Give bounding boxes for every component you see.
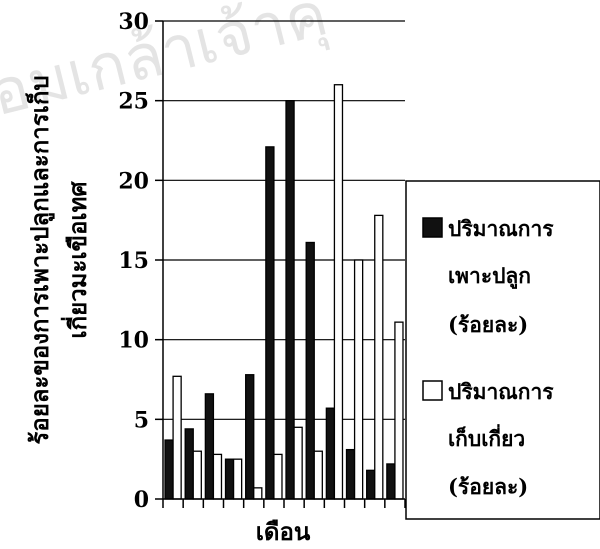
bar-series-1-month-4 <box>224 458 235 500</box>
bar-series-1-month-1 <box>164 439 174 500</box>
y-tick-label-25: 25 <box>118 89 149 115</box>
bar-series-2-month-8 <box>313 450 323 500</box>
bar-series-2-month-10 <box>353 259 364 500</box>
y-tick-label-15: 15 <box>118 248 149 274</box>
bar-series-2-month-6 <box>273 453 283 500</box>
bar-series-1-month-9 <box>325 407 336 500</box>
bar-series-2-month-11 <box>374 214 384 500</box>
bar-series-1-month-2 <box>184 428 194 500</box>
legend-swatch-planting <box>422 217 443 238</box>
bar-series-2-month-4 <box>232 458 243 500</box>
y-tick-label-20: 20 <box>118 168 149 194</box>
legend-harvest-line-1: ปริมาณการ <box>448 379 554 404</box>
bar-series-1-month-3 <box>204 393 215 500</box>
grid-lines <box>163 20 405 420</box>
bar-series-2-month-3 <box>212 453 223 500</box>
y-axis-label-line-2: เกี่ยวมะเขือเทศ <box>60 181 92 339</box>
bar-series-1-month-5 <box>245 374 255 500</box>
y-axis-label-line-1: ร้อยละของการเพาะปลูกและการเก็บ <box>25 75 55 444</box>
y-tick-label-0: 0 <box>134 487 149 513</box>
bar-series-2-month-2 <box>192 450 202 500</box>
bar-series-2-month-1 <box>172 375 182 500</box>
legend-swatch-harvest <box>422 380 443 401</box>
axes <box>155 20 406 508</box>
legend-harvest-line-2: เก็บเกี่ยว <box>448 423 525 451</box>
bar-series-2-month-12 <box>394 321 404 500</box>
y-tick-label-10: 10 <box>118 328 149 354</box>
bar-series-1-month-6 <box>265 146 275 500</box>
bar-series-1-month-11 <box>366 469 376 500</box>
bar-series-1-month-10 <box>345 448 356 500</box>
bar-series-2-month-7 <box>293 426 303 500</box>
legend-harvest-line-3: (ร้อยละ) <box>448 474 528 499</box>
bar-series-2-month-5 <box>253 487 263 500</box>
bar-series-2-month-9 <box>333 84 344 500</box>
legend-planting-line-2: เพาะปลูก <box>448 263 531 290</box>
y-tick-label-30: 30 <box>118 9 149 35</box>
bar-series-1-month-7 <box>285 100 295 500</box>
y-tick-label-5: 5 <box>134 407 149 433</box>
bars-group <box>164 84 404 500</box>
legend-planting-line-3: (ร้อยละ) <box>448 312 528 337</box>
legend: ปริมาณการ เพาะปลูก (ร้อยละ) ปริมาณการ เก… <box>405 180 600 520</box>
bar-series-1-month-8 <box>305 241 315 500</box>
bar-series-1-month-12 <box>386 463 396 500</box>
legend-planting-line-1: ปริมาณการ <box>448 216 554 241</box>
y-tick-labels: 0 5 10 15 20 25 30 <box>118 9 149 513</box>
x-axis-label: เดือน <box>256 517 311 546</box>
